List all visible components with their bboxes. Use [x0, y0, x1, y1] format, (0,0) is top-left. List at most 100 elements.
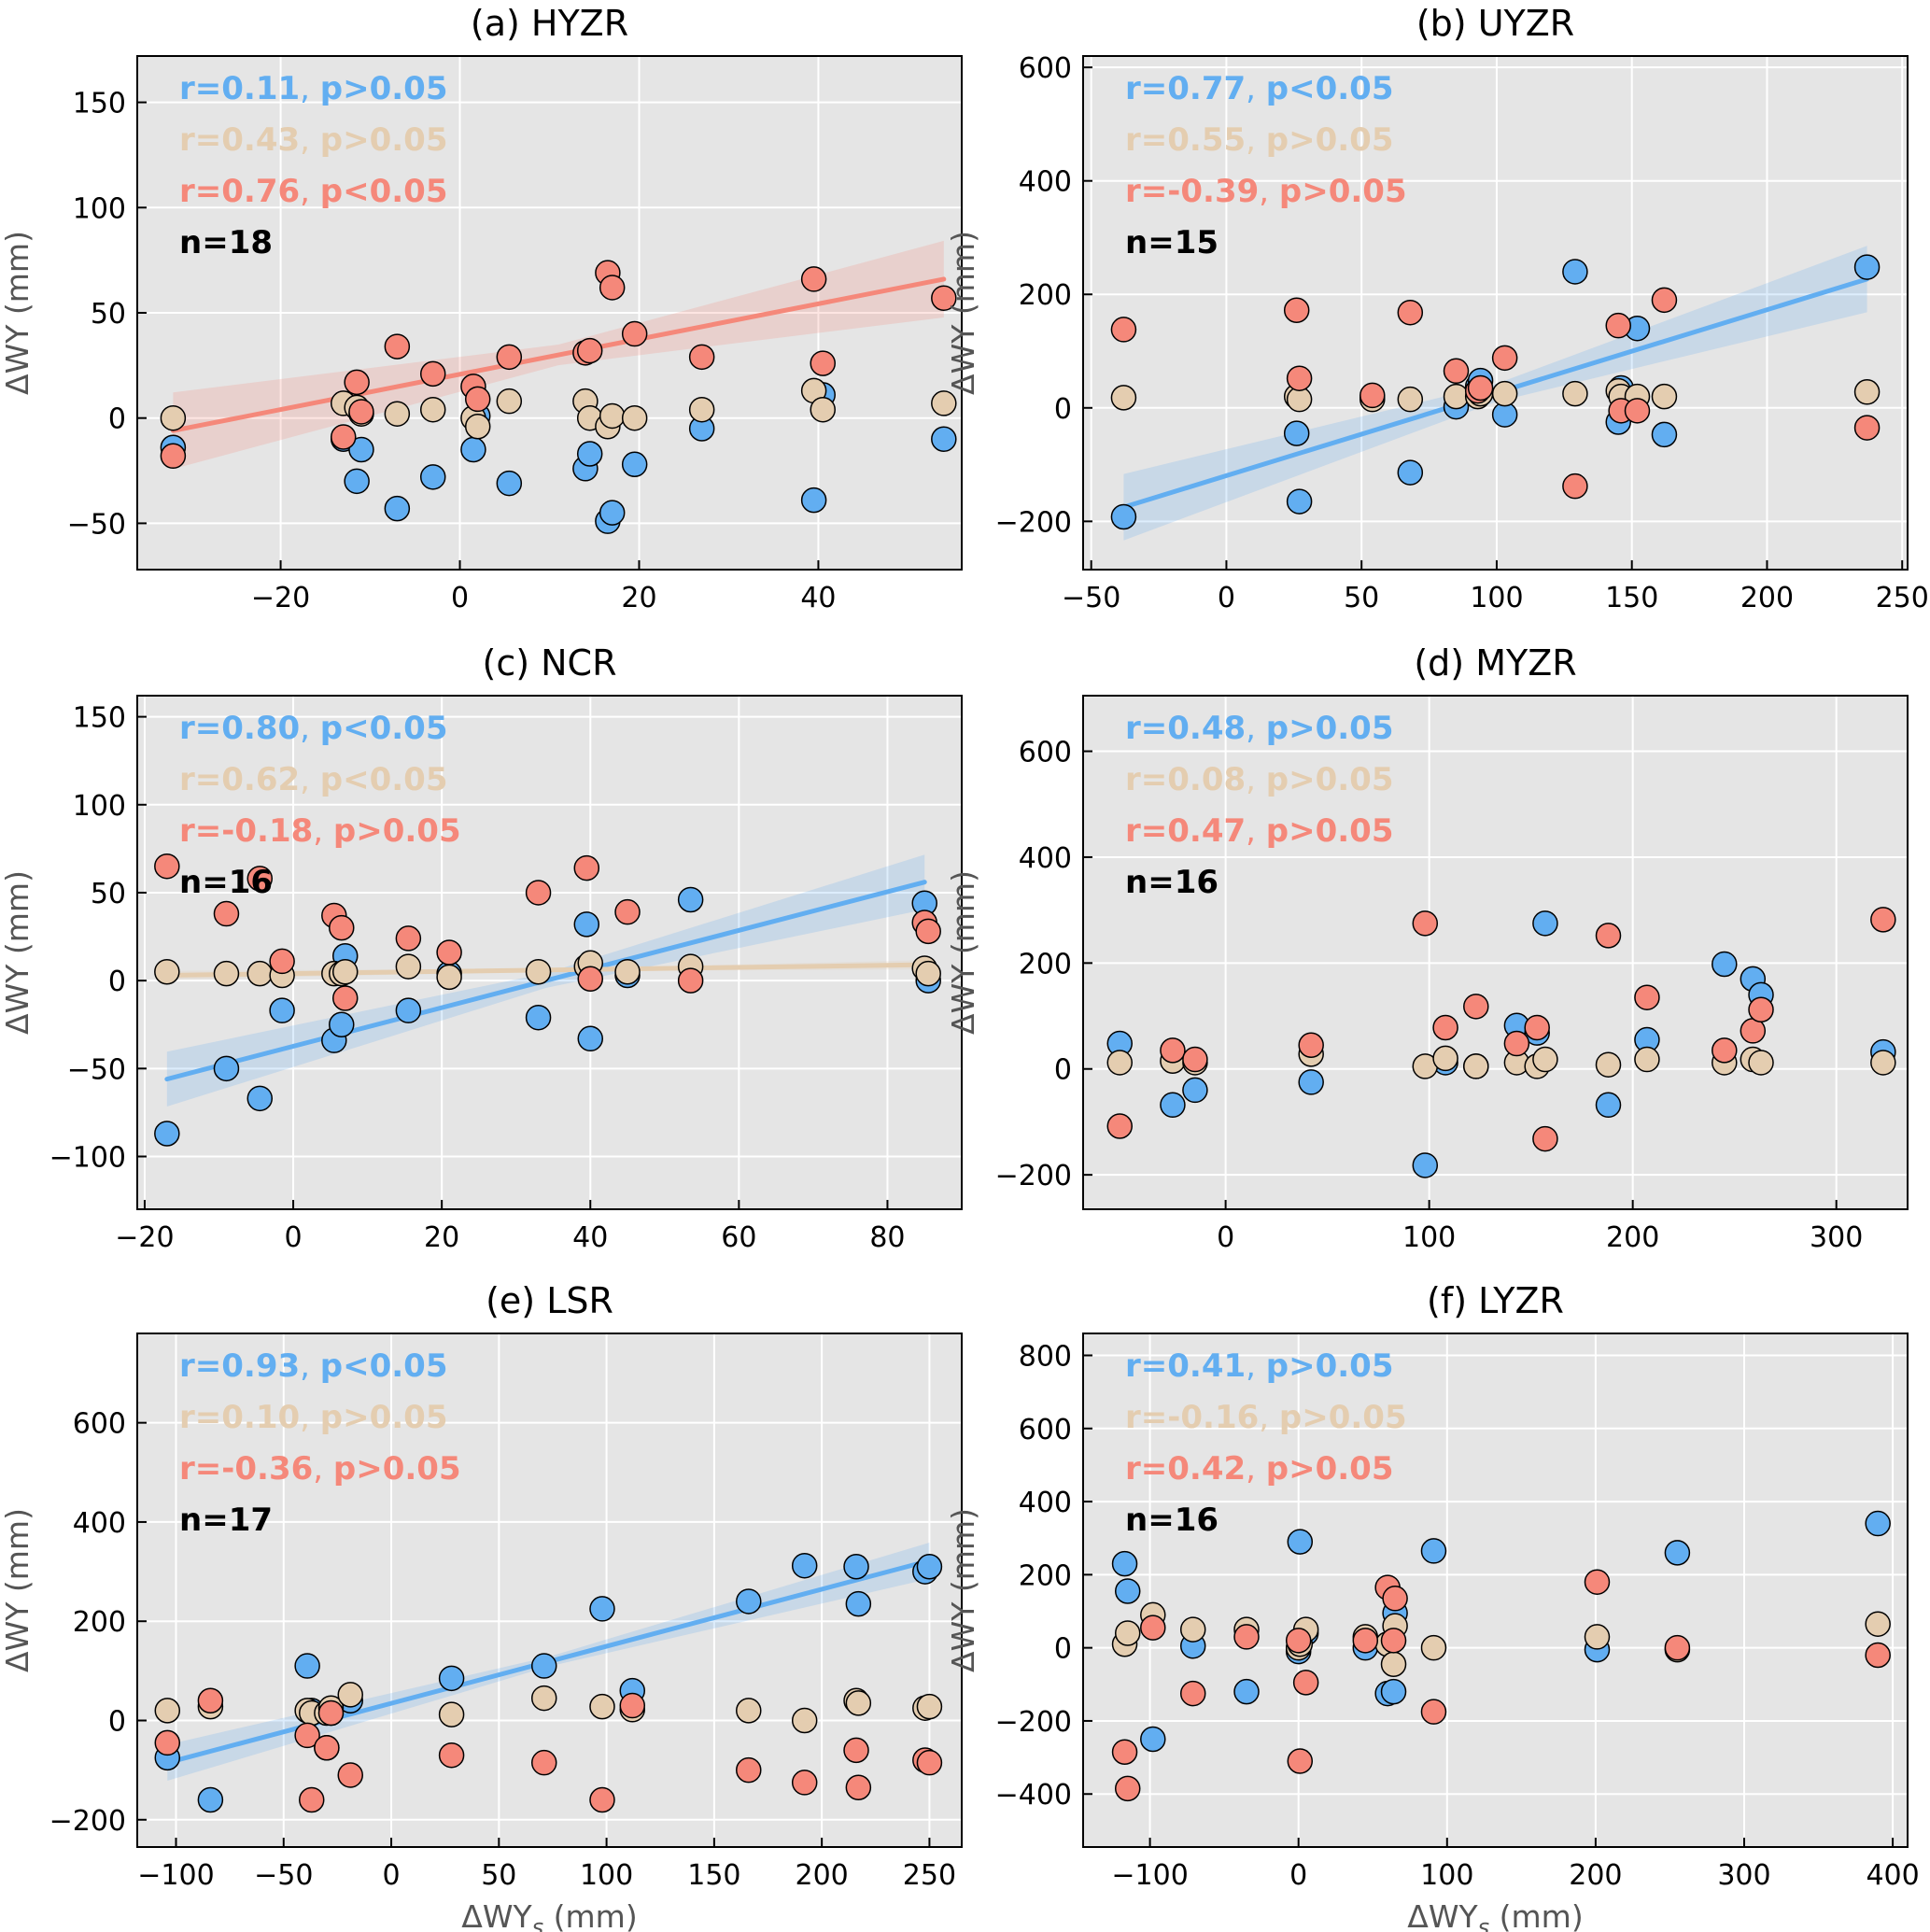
- point-blue: [677, 886, 704, 913]
- sample-size: n=17: [179, 1502, 273, 1539]
- point-blue: [269, 997, 295, 1023]
- point-red: [1467, 374, 1494, 402]
- panel-title: (a) HYZR: [471, 3, 628, 44]
- x-axis-label: ΔWYs (mm): [461, 1898, 637, 1932]
- point-red: [331, 985, 359, 1011]
- point-tan: [154, 958, 180, 985]
- y-tick-label: 100: [73, 192, 126, 225]
- stat-r: r=0.76: [179, 173, 300, 210]
- stat-line-0: r=0.93, p<0.05: [179, 1347, 448, 1385]
- x-tick-label: 40: [572, 1221, 608, 1254]
- x-tick-label: 150: [687, 1859, 740, 1892]
- point-red: [1382, 1586, 1408, 1612]
- stat-p: p>0.05: [320, 1399, 448, 1436]
- point-blue: [419, 464, 446, 490]
- point-red: [530, 1749, 557, 1776]
- point-red: [736, 1756, 762, 1784]
- point-red: [1584, 1569, 1611, 1595]
- point-blue: [1865, 1510, 1891, 1537]
- stat-comma: ,: [300, 761, 320, 798]
- point-tan: [1114, 1620, 1141, 1646]
- point-tan: [916, 1693, 943, 1720]
- panel-e: (e) LSR −100 −50 0 50 100 150 200 250 −200 0 200 400…: [0, 1280, 963, 1932]
- point-red: [800, 266, 827, 292]
- point-red: [348, 399, 374, 425]
- point-blue: [1397, 459, 1424, 486]
- stat-line-2: r=0.76, p<0.05: [179, 173, 448, 210]
- plot-frame: [136, 1333, 963, 1848]
- point-red: [1443, 358, 1470, 385]
- y-tick-label: 50: [91, 298, 126, 331]
- x-tick-label: 0: [1217, 1221, 1234, 1254]
- stat-p: p<0.05: [320, 761, 448, 798]
- stat-r: r=0.43: [179, 121, 300, 159]
- stat-comma: ,: [300, 173, 320, 210]
- point-tan: [1491, 380, 1518, 407]
- stat-comma: ,: [1246, 812, 1266, 850]
- point-tan: [621, 404, 648, 431]
- plot-frame: [136, 695, 963, 1210]
- stat-line-2: r=-0.36, p>0.05: [179, 1450, 461, 1488]
- x-tick-label: −50: [254, 1859, 313, 1892]
- panel-title: (b) UYZR: [1416, 3, 1574, 44]
- panel-title: (e) LSR: [486, 1280, 613, 1321]
- point-blue: [438, 1665, 465, 1692]
- x-tick-label: 200: [796, 1859, 849, 1892]
- point-red: [464, 386, 491, 413]
- stat-p: p>0.05: [320, 121, 448, 159]
- stat-p: p>0.05: [320, 70, 448, 107]
- point-red: [810, 350, 836, 376]
- stat-r: r=0.55: [1125, 121, 1246, 159]
- point-blue: [1380, 1678, 1407, 1705]
- point-blue: [530, 1653, 557, 1679]
- point-blue: [800, 487, 827, 514]
- y-tick-label: −50: [67, 1053, 126, 1086]
- point-tan: [1532, 1046, 1558, 1073]
- point-tan: [154, 1698, 181, 1724]
- point-blue: [395, 997, 422, 1023]
- point-red: [1605, 312, 1631, 339]
- point-red: [1292, 1670, 1319, 1696]
- point-red: [331, 424, 357, 450]
- y-tick-label: 800: [1019, 1340, 1072, 1373]
- stat-line-1: r=0.08, p>0.05: [1125, 761, 1394, 798]
- stat-line-1: r=0.10, p>0.05: [179, 1399, 448, 1436]
- y-tick-label: −100: [49, 1141, 126, 1174]
- point-red: [337, 1762, 363, 1788]
- x-tick-label: −50: [1062, 582, 1120, 614]
- point-red: [525, 880, 552, 906]
- x-label-main: ΔWY: [461, 1898, 532, 1932]
- point-blue: [384, 495, 411, 522]
- y-tick-label: 0: [108, 1705, 126, 1738]
- point-red: [1712, 1037, 1738, 1064]
- point-tan: [845, 1690, 872, 1716]
- stat-comma: ,: [300, 70, 320, 107]
- point-red: [1286, 365, 1313, 391]
- point-red: [1283, 297, 1310, 324]
- point-red: [1298, 1032, 1324, 1058]
- stat-line-0: r=0.41, p>0.05: [1125, 1347, 1394, 1385]
- point-tan: [1106, 1050, 1133, 1076]
- y-tick-label: 0: [1054, 1054, 1072, 1087]
- y-tick-label: 200: [73, 1606, 126, 1639]
- x-tick-label: 80: [869, 1221, 905, 1254]
- y-tick-label: 0: [108, 966, 126, 998]
- panel-a: (a) HYZR −20 0 20 40 −50 0 50 100 150 r=0.11, p>0.…: [0, 3, 963, 614]
- point-red: [1865, 1642, 1891, 1669]
- stat-line-2: r=0.47, p>0.05: [1125, 812, 1394, 850]
- stat-comma: ,: [300, 1347, 320, 1385]
- sample-size: n=16: [179, 864, 273, 901]
- point-red: [1140, 1615, 1166, 1641]
- x-tick-label: 60: [721, 1221, 756, 1254]
- x-tick-label: 0: [1289, 1859, 1307, 1892]
- point-red: [1595, 923, 1622, 949]
- sample-size: n=16: [1125, 1502, 1219, 1539]
- point-blue: [460, 436, 486, 463]
- y-tick-label: −50: [67, 508, 126, 541]
- stat-p: p<0.05: [320, 173, 448, 210]
- point-red: [915, 918, 941, 945]
- stat-r: r=-0.39: [1125, 173, 1259, 210]
- point-red: [1160, 1037, 1186, 1064]
- point-blue: [1853, 254, 1881, 280]
